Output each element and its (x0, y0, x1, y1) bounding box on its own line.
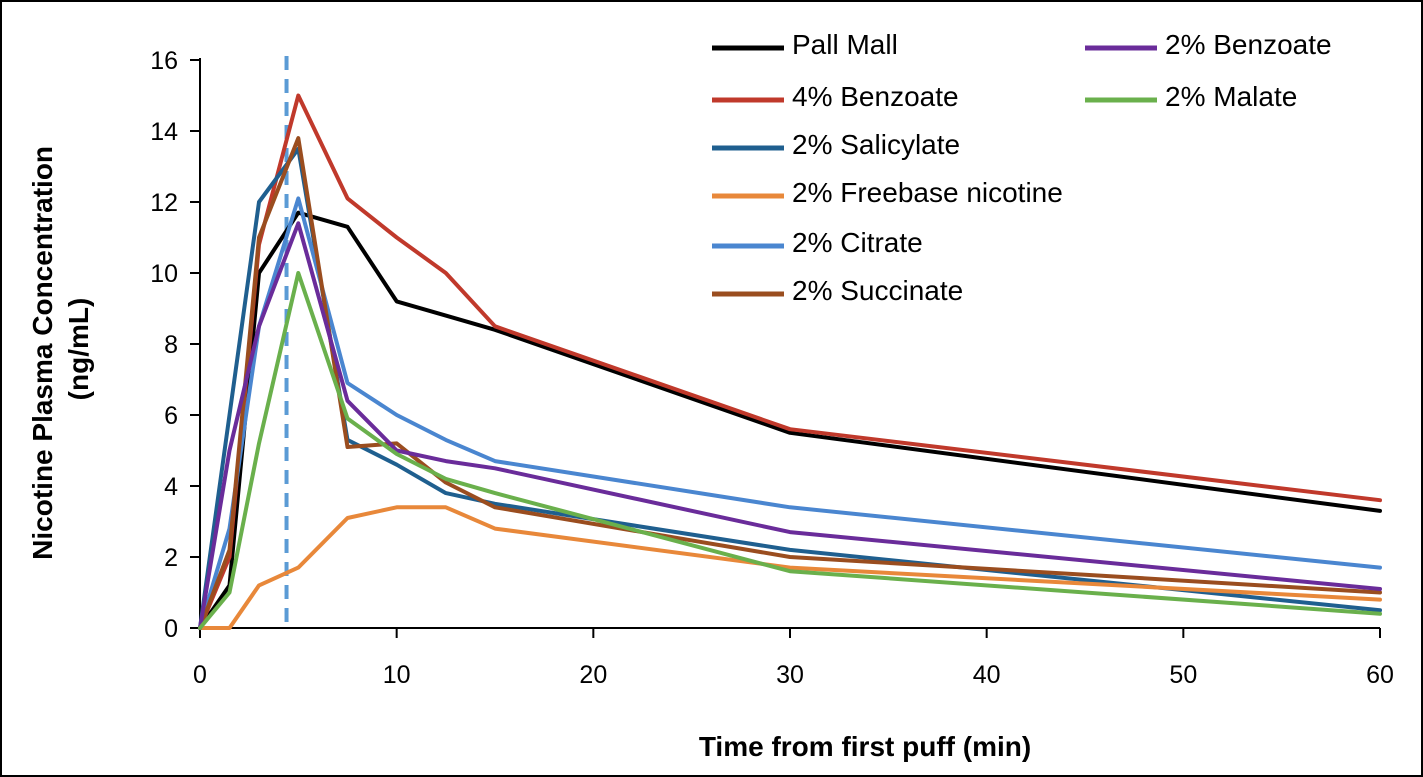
legend-item: 2% Freebase nicotine (712, 177, 1063, 208)
y-tick-label: 8 (164, 331, 178, 359)
legend-item: 2% Salicylate (712, 129, 960, 160)
x-tick-label: 0 (193, 661, 207, 689)
series-lines (198, 93, 1382, 630)
legend-label: 2% Succinate (792, 275, 963, 306)
legend-label: 2% Malate (1165, 81, 1297, 112)
x-axis-ticks: 0 10 20 30 40 50 60 (193, 628, 1394, 689)
series-line-2-salicylate (198, 146, 1382, 630)
y-tick-label: 16 (150, 47, 178, 75)
legend-item: 4% Benzoate (712, 81, 959, 112)
y-axis-title-line-1: Nicotine Plasma Concentration (27, 146, 58, 560)
legend-item: 2% Citrate (712, 227, 923, 258)
y-tick-label: 14 (150, 118, 178, 146)
x-tick-label: 60 (1366, 661, 1394, 689)
legend-label: 2% Citrate (792, 227, 923, 258)
legend-label: 2% Freebase nicotine (792, 177, 1063, 208)
x-tick-label: 50 (1169, 661, 1197, 689)
x-tick-label: 10 (383, 661, 411, 689)
x-tick-label: 20 (579, 661, 607, 689)
y-tick-label: 2 (164, 544, 178, 572)
y-tick-label: 6 (164, 402, 178, 430)
legend: Pall Mall 4% Benzoate 2% Salicylate 2% Free… (712, 29, 1332, 306)
series-line-2-benzoate (198, 221, 1382, 630)
series-line-2-malate (198, 271, 1382, 630)
legend-label: 4% Benzoate (792, 81, 959, 112)
y-tick-label: 10 (150, 260, 178, 288)
legend-item: 2% Malate (1085, 81, 1297, 112)
x-tick-label: 30 (776, 661, 804, 689)
y-tick-label: 4 (164, 473, 178, 501)
series-line-2-succinate (198, 136, 1382, 630)
x-tick-label: 40 (973, 661, 1001, 689)
y-axis-title: Nicotine Plasma Concentration (ng/mL) (27, 138, 94, 560)
legend-label: 2% Salicylate (792, 129, 960, 160)
legend-label: 2% Benzoate (1165, 29, 1332, 60)
y-axis-title-line-2: (ng/mL) (63, 298, 94, 401)
x-axis-title: Time from first puff (min) (699, 731, 1031, 762)
legend-item: 2% Benzoate (1085, 29, 1332, 60)
series-line-2-citrate (198, 196, 1382, 630)
y-tick-label: 0 (164, 615, 178, 643)
legend-item: 2% Succinate (712, 275, 963, 306)
axes (199, 58, 1380, 629)
series-line-2-freebase-nicotine (198, 505, 1382, 630)
y-axis-ticks: 0 2 4 6 8 10 12 14 16 (150, 47, 200, 643)
y-tick-label: 12 (150, 189, 178, 217)
legend-item: Pall Mall (712, 29, 898, 60)
legend-label: Pall Mall (792, 29, 898, 60)
